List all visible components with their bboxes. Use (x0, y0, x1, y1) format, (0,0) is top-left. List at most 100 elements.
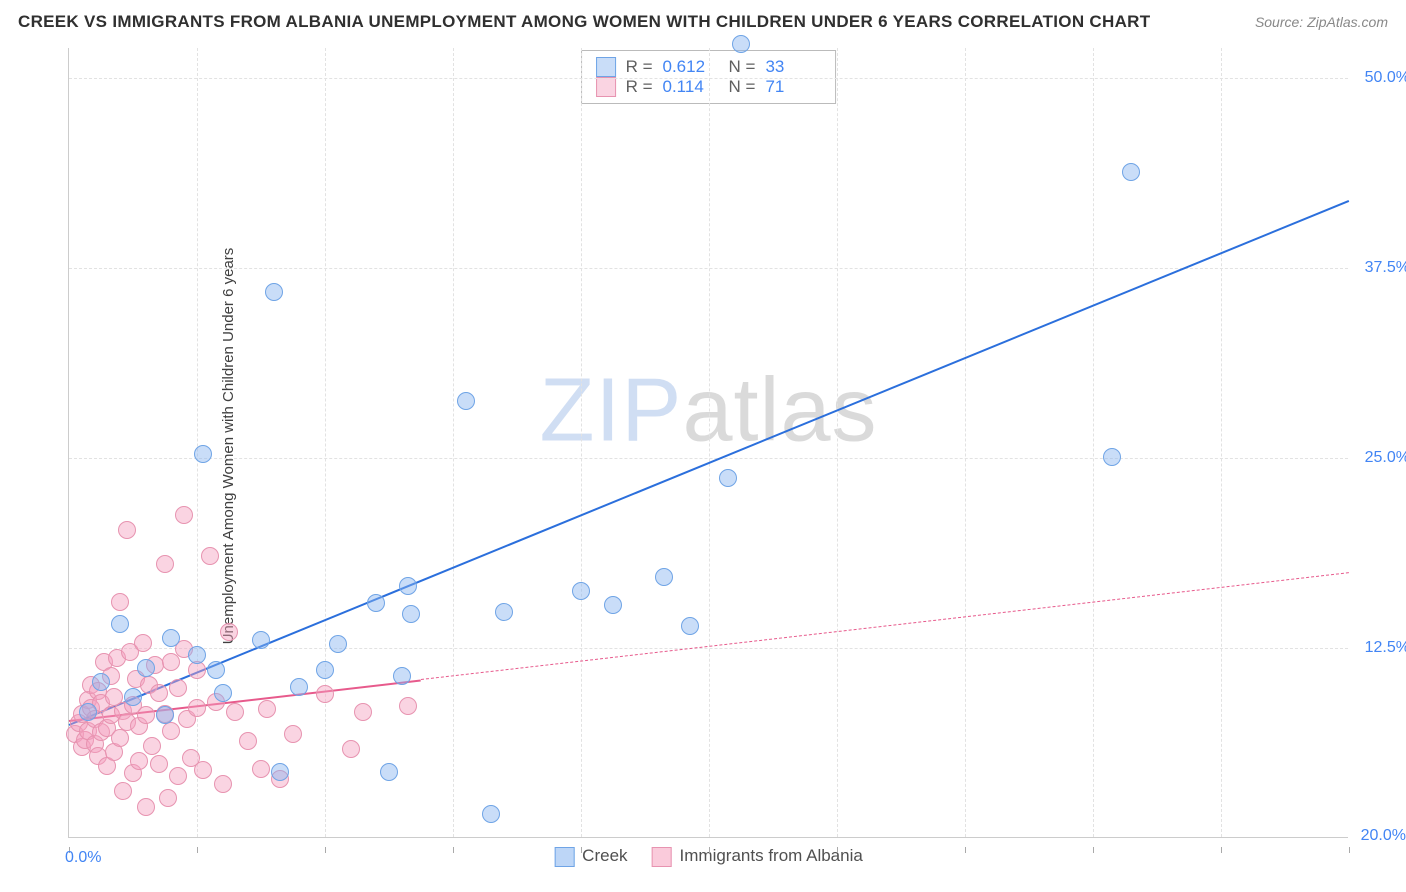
data-point (719, 469, 737, 487)
data-point (220, 623, 238, 641)
data-point (207, 661, 225, 679)
gridline-v (453, 48, 454, 837)
y-tick-label: 12.5% (1365, 639, 1406, 657)
source-label: Source: ZipAtlas.com (1255, 14, 1388, 30)
gridline-v (965, 48, 966, 837)
data-point (329, 635, 347, 653)
y-tick-label: 37.5% (1365, 259, 1406, 277)
gridline-v (581, 48, 582, 837)
data-point (79, 703, 97, 721)
data-point (399, 577, 417, 595)
x-tick (197, 847, 198, 853)
data-point (1122, 163, 1140, 181)
data-point (354, 703, 372, 721)
data-point (143, 737, 161, 755)
x-tick-label: 20.0% (1361, 827, 1406, 845)
legend-item: Immigrants from Albania (652, 846, 863, 867)
x-tick (581, 847, 582, 853)
legend-r-value: 0.114 (663, 77, 719, 97)
data-point (111, 615, 129, 633)
gridline-v (1093, 48, 1094, 837)
data-point (118, 521, 136, 539)
scatter-chart: ZIPatlas R =0.612N =33R =0.114N =71 Cree… (68, 48, 1348, 838)
x-tick-label: 0.0% (65, 849, 101, 867)
x-tick (453, 847, 454, 853)
data-point (137, 706, 155, 724)
data-point (194, 445, 212, 463)
data-point (92, 673, 110, 691)
data-point (399, 697, 417, 715)
legend-n-value: 71 (765, 77, 821, 97)
y-tick-label: 50.0% (1365, 69, 1406, 87)
data-point (150, 684, 168, 702)
data-point (214, 684, 232, 702)
data-point (732, 35, 750, 53)
data-point (169, 679, 187, 697)
data-point (130, 752, 148, 770)
data-point (111, 729, 129, 747)
legend-r-label: R = (626, 77, 653, 97)
data-point (367, 594, 385, 612)
data-point (188, 646, 206, 664)
legend-swatch (652, 847, 672, 867)
data-point (134, 634, 152, 652)
legend-item: Creek (554, 846, 627, 867)
data-point (271, 763, 289, 781)
data-point (226, 703, 244, 721)
data-point (169, 767, 187, 785)
x-tick (837, 847, 838, 853)
data-point (137, 659, 155, 677)
legend-swatch (554, 847, 574, 867)
regression-line-dashed (421, 572, 1349, 680)
data-point (162, 653, 180, 671)
legend-n-label: N = (729, 77, 756, 97)
data-point (495, 603, 513, 621)
data-point (150, 755, 168, 773)
data-point (214, 775, 232, 793)
gridline-v (837, 48, 838, 837)
legend-r-value: 0.612 (663, 57, 719, 77)
data-point (111, 593, 129, 611)
x-tick (325, 847, 326, 853)
chart-header: CREEK VS IMMIGRANTS FROM ALBANIA UNEMPLO… (18, 12, 1388, 32)
data-point (239, 732, 257, 750)
data-point (194, 761, 212, 779)
data-point (175, 506, 193, 524)
legend-n-value: 33 (765, 57, 821, 77)
data-point (114, 782, 132, 800)
legend-r-label: R = (626, 57, 653, 77)
x-tick (965, 847, 966, 853)
legend-label: Creek (582, 846, 627, 865)
legend-label: Immigrants from Albania (680, 846, 863, 865)
data-point (457, 392, 475, 410)
data-point (159, 789, 177, 807)
x-tick (1093, 847, 1094, 853)
data-point (316, 685, 334, 703)
legend-n-label: N = (729, 57, 756, 77)
data-point (156, 555, 174, 573)
data-point (655, 568, 673, 586)
data-point (482, 805, 500, 823)
data-point (284, 725, 302, 743)
data-point (162, 629, 180, 647)
data-point (252, 631, 270, 649)
data-point (604, 596, 622, 614)
gridline-v (197, 48, 198, 837)
data-point (265, 283, 283, 301)
y-tick-label: 25.0% (1365, 449, 1406, 467)
gridline-v (325, 48, 326, 837)
gridline-v (1221, 48, 1222, 837)
data-point (572, 582, 590, 600)
data-point (252, 760, 270, 778)
data-point (316, 661, 334, 679)
data-point (188, 699, 206, 717)
data-point (681, 617, 699, 635)
data-point (380, 763, 398, 781)
chart-title: CREEK VS IMMIGRANTS FROM ALBANIA UNEMPLO… (18, 12, 1150, 32)
data-point (393, 667, 411, 685)
watermark-atlas: atlas (682, 360, 877, 460)
x-tick (709, 847, 710, 853)
legend-swatch (596, 77, 616, 97)
data-point (156, 706, 174, 724)
gridline-v (709, 48, 710, 837)
